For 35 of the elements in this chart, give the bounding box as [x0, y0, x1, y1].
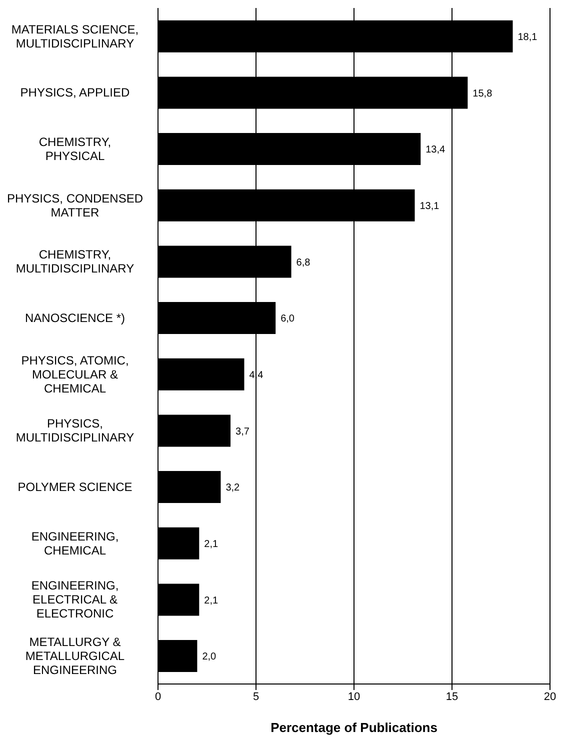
- x-tick-label: 0: [154, 690, 162, 703]
- y-tick-label: CHEMISTRY, PHYSICAL: [38, 135, 112, 164]
- x-tick-label: 15: [446, 690, 458, 703]
- y-tick-label: METALLURGY & METALLURGICAL ENGINEERING: [25, 635, 125, 678]
- data-label: 6,0: [280, 314, 295, 325]
- data-label: 6,8: [296, 257, 311, 268]
- bar: [158, 527, 200, 560]
- x-axis-title: Percentage of Publications: [270, 720, 438, 735]
- y-tick-label: PHYSICS, MULTIDISCIPLINARY: [16, 416, 134, 445]
- data-label: 13,4: [426, 144, 446, 156]
- y-tick-label: PHYSICS, CONDENSED MATTER: [6, 191, 144, 220]
- data-label: 3,2: [226, 482, 240, 494]
- y-tick-label: PHYSICS, ATOMIC, MOLECULAR & CHEMICAL: [21, 353, 129, 396]
- y-tick-label: CHEMISTRY, MULTIDISCIPLINARY: [16, 248, 134, 276]
- data-label: 2,0: [202, 652, 217, 663]
- bar: [158, 640, 198, 672]
- y-tick-label: ENGINEERING, CHEMICAL: [31, 529, 119, 558]
- bar: [158, 414, 231, 447]
- data-label: 2,1: [204, 595, 218, 606]
- data-label: 18,1: [518, 32, 538, 43]
- data-label: 15,8: [472, 88, 493, 100]
- y-tick-label: ENGINEERING, ELECTRICAL & ELECTRONIC: [31, 578, 119, 621]
- data-label: 13,1: [420, 200, 440, 212]
- y-tick-label: MATERIALS SCIENCE, MULTIDISCIPLINARY: [11, 22, 139, 50]
- data-label: 3,7: [236, 426, 250, 438]
- y-tick-label: POLYMER SCIENCE: [18, 480, 132, 494]
- bar: [158, 358, 244, 390]
- y-tick-label: PHYSICS, APPLIED: [20, 86, 130, 100]
- y-tick-label: NANOSCIENCE *): [24, 311, 126, 326]
- x-tick-label: 20: [544, 690, 556, 703]
- x-tick-label: 10: [348, 690, 360, 703]
- x-tick-label: 5: [252, 690, 260, 703]
- bar: [158, 584, 200, 616]
- data-label: 2,1: [204, 538, 218, 550]
- bar: [158, 471, 221, 504]
